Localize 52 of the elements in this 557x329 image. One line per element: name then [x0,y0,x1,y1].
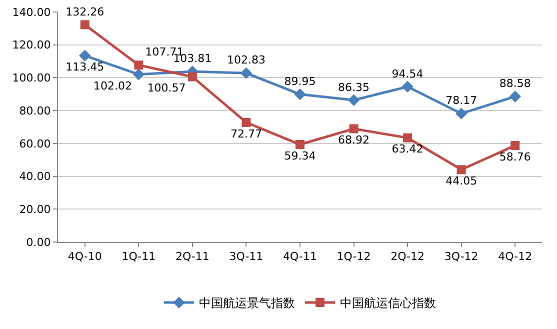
point [134,60,144,70]
data-label: 88.58 [499,77,531,90]
point [294,88,306,100]
y-tick-label: 140.00 [12,6,51,19]
y-tick-label: 60.00 [19,137,51,150]
x-tick-label: 2Q-12 [390,250,425,264]
data-label: 59.34 [284,149,316,162]
data-label: 63.42 [392,142,424,156]
point [402,80,414,93]
point [455,108,468,120]
legend-label: 中国航运景气指数 [199,296,295,310]
data-label: 132.26 [66,5,104,18]
point [296,140,304,150]
legend-label: 中国航运信心指数 [340,296,436,310]
point [349,124,358,134]
x-tick-label: 4Q-11 [283,250,317,264]
y-tick-label: 40.00 [19,170,51,184]
data-label: 72.77 [230,127,262,140]
data-label: 58.76 [499,150,531,164]
y-tick-label: 80.00 [19,104,51,118]
point [80,20,90,30]
point [509,90,521,102]
data-label: 100.57 [147,82,186,95]
point [456,165,466,174]
point [132,68,145,80]
data-label: 44.05 [446,174,478,188]
point [188,72,197,82]
x-tick-label: 3Q-11 [229,250,264,264]
x-tick-label: 1Q-12 [336,250,371,264]
y-tick-label: 0.00 [26,236,51,249]
data-label: 94.54 [392,67,424,80]
data-label: 68.92 [338,134,370,147]
point [242,118,251,127]
x-tick-label: 2Q-11 [175,250,210,264]
x-tick-label: 3Q-12 [444,250,478,264]
point [510,140,520,150]
point [348,94,360,106]
x-tick-label: 4Q-12 [498,250,532,264]
data-label: 78.17 [446,94,478,108]
point [79,50,91,62]
data-label: 86.35 [338,80,370,94]
data-label: 102.83 [226,54,266,67]
x-tick-label: 1Q-11 [122,250,156,264]
y-tick-label: 20.00 [19,202,51,216]
point [403,133,412,142]
data-label: 89.95 [284,74,316,88]
y-tick-label: 120.00 [12,38,51,52]
data-label: 113.45 [66,60,104,74]
y-tick-label: 100.00 [12,72,51,85]
data-label: 102.02 [94,79,132,92]
x-tick-label: 4Q-10 [68,250,102,264]
point [240,67,252,79]
